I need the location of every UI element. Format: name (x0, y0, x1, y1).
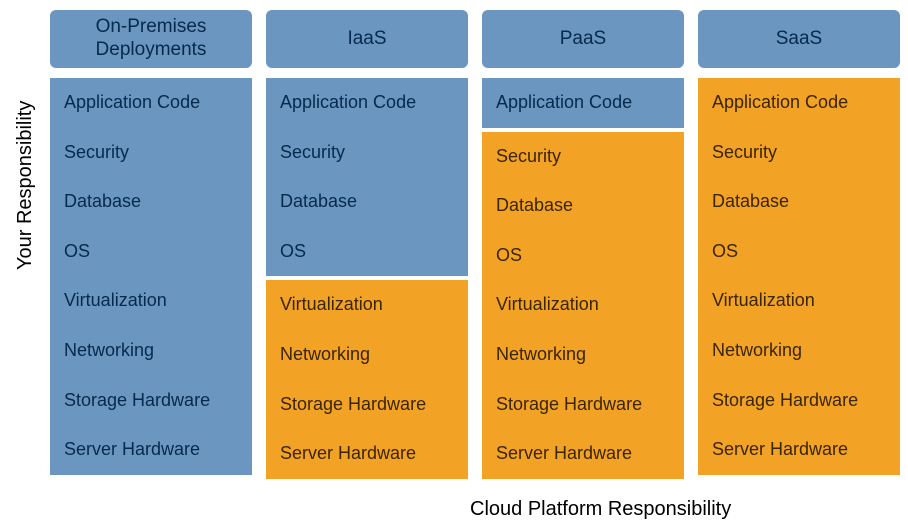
model-column: PaaS Application CodeSecurityDatabaseOSVi… (482, 10, 684, 479)
layer-label: Networking (266, 330, 468, 380)
layer-label: Storage Hardware (266, 380, 468, 430)
layer-label: Server Hardware (50, 425, 252, 475)
layer-label: Virtualization (266, 280, 468, 330)
your-responsibility-segment: Application CodeSecurityDatabaseOSVirtua… (50, 78, 252, 475)
layer-label: Virtualization (50, 276, 252, 326)
layer-label: Application Code (482, 78, 684, 128)
model-column: SaaS Application CodeSecurityDatabaseOSVi… (698, 10, 900, 479)
layer-label: Networking (698, 326, 900, 376)
layer-label: Database (266, 177, 468, 227)
layer-label: Application Code (698, 78, 900, 128)
x-axis-label: Cloud Platform Responsibility (470, 498, 731, 521)
platform-responsibility-segment: VirtualizationNetworkingStorage Hardware… (266, 280, 468, 478)
layer-label: Virtualization (482, 280, 684, 330)
layer-label: Server Hardware (698, 425, 900, 475)
layer-label: Networking (482, 330, 684, 380)
layer-label: Database (50, 177, 252, 227)
layer-label: Storage Hardware (482, 380, 684, 430)
model-column: On-Premises DeploymentsApplication CodeS… (50, 10, 252, 479)
layer-stack: Application CodeSecurityDatabaseOSVirtua… (482, 78, 684, 479)
model-column: IaaS Application CodeSecurityDatabaseOSVi… (266, 10, 468, 479)
platform-responsibility-segment: SecurityDatabaseOSVirtualizationNetworki… (482, 132, 684, 479)
layer-stack: Application CodeSecurityDatabaseOSVirtua… (266, 78, 468, 479)
column-header: PaaS (482, 10, 684, 68)
platform-responsibility-segment: Application CodeSecurityDatabaseOSVirtua… (698, 78, 900, 475)
layer-label: Security (482, 132, 684, 182)
column-header: SaaS (698, 10, 900, 68)
layer-label: Storage Hardware (698, 376, 900, 426)
layer-label: Security (50, 128, 252, 178)
layer-label: Security (698, 128, 900, 178)
layer-stack: Application CodeSecurityDatabaseOSVirtua… (698, 78, 900, 475)
layer-label: OS (482, 231, 684, 281)
layer-label: Virtualization (698, 276, 900, 326)
your-responsibility-segment: Application Code (482, 78, 684, 128)
layer-label: Database (482, 181, 684, 231)
layer-stack: Application CodeSecurityDatabaseOSVirtua… (50, 78, 252, 475)
your-responsibility-segment: Application CodeSecurityDatabaseOS (266, 78, 468, 276)
layer-label: Database (698, 177, 900, 227)
layer-label: Networking (50, 326, 252, 376)
column-header: On-Premises Deployments (50, 10, 252, 68)
layer-label: Storage Hardware (50, 376, 252, 426)
layer-label: OS (50, 227, 252, 277)
layer-label: Application Code (50, 78, 252, 128)
layer-label: OS (698, 227, 900, 277)
responsibility-chart: On-Premises DeploymentsApplication CodeS… (50, 10, 900, 479)
layer-label: Application Code (266, 78, 468, 128)
layer-label: Server Hardware (482, 429, 684, 479)
layer-label: Server Hardware (266, 429, 468, 479)
layer-label: OS (266, 227, 468, 277)
y-axis-label: Your Responsibility (14, 101, 37, 270)
layer-label: Security (266, 128, 468, 178)
column-header: IaaS (266, 10, 468, 68)
